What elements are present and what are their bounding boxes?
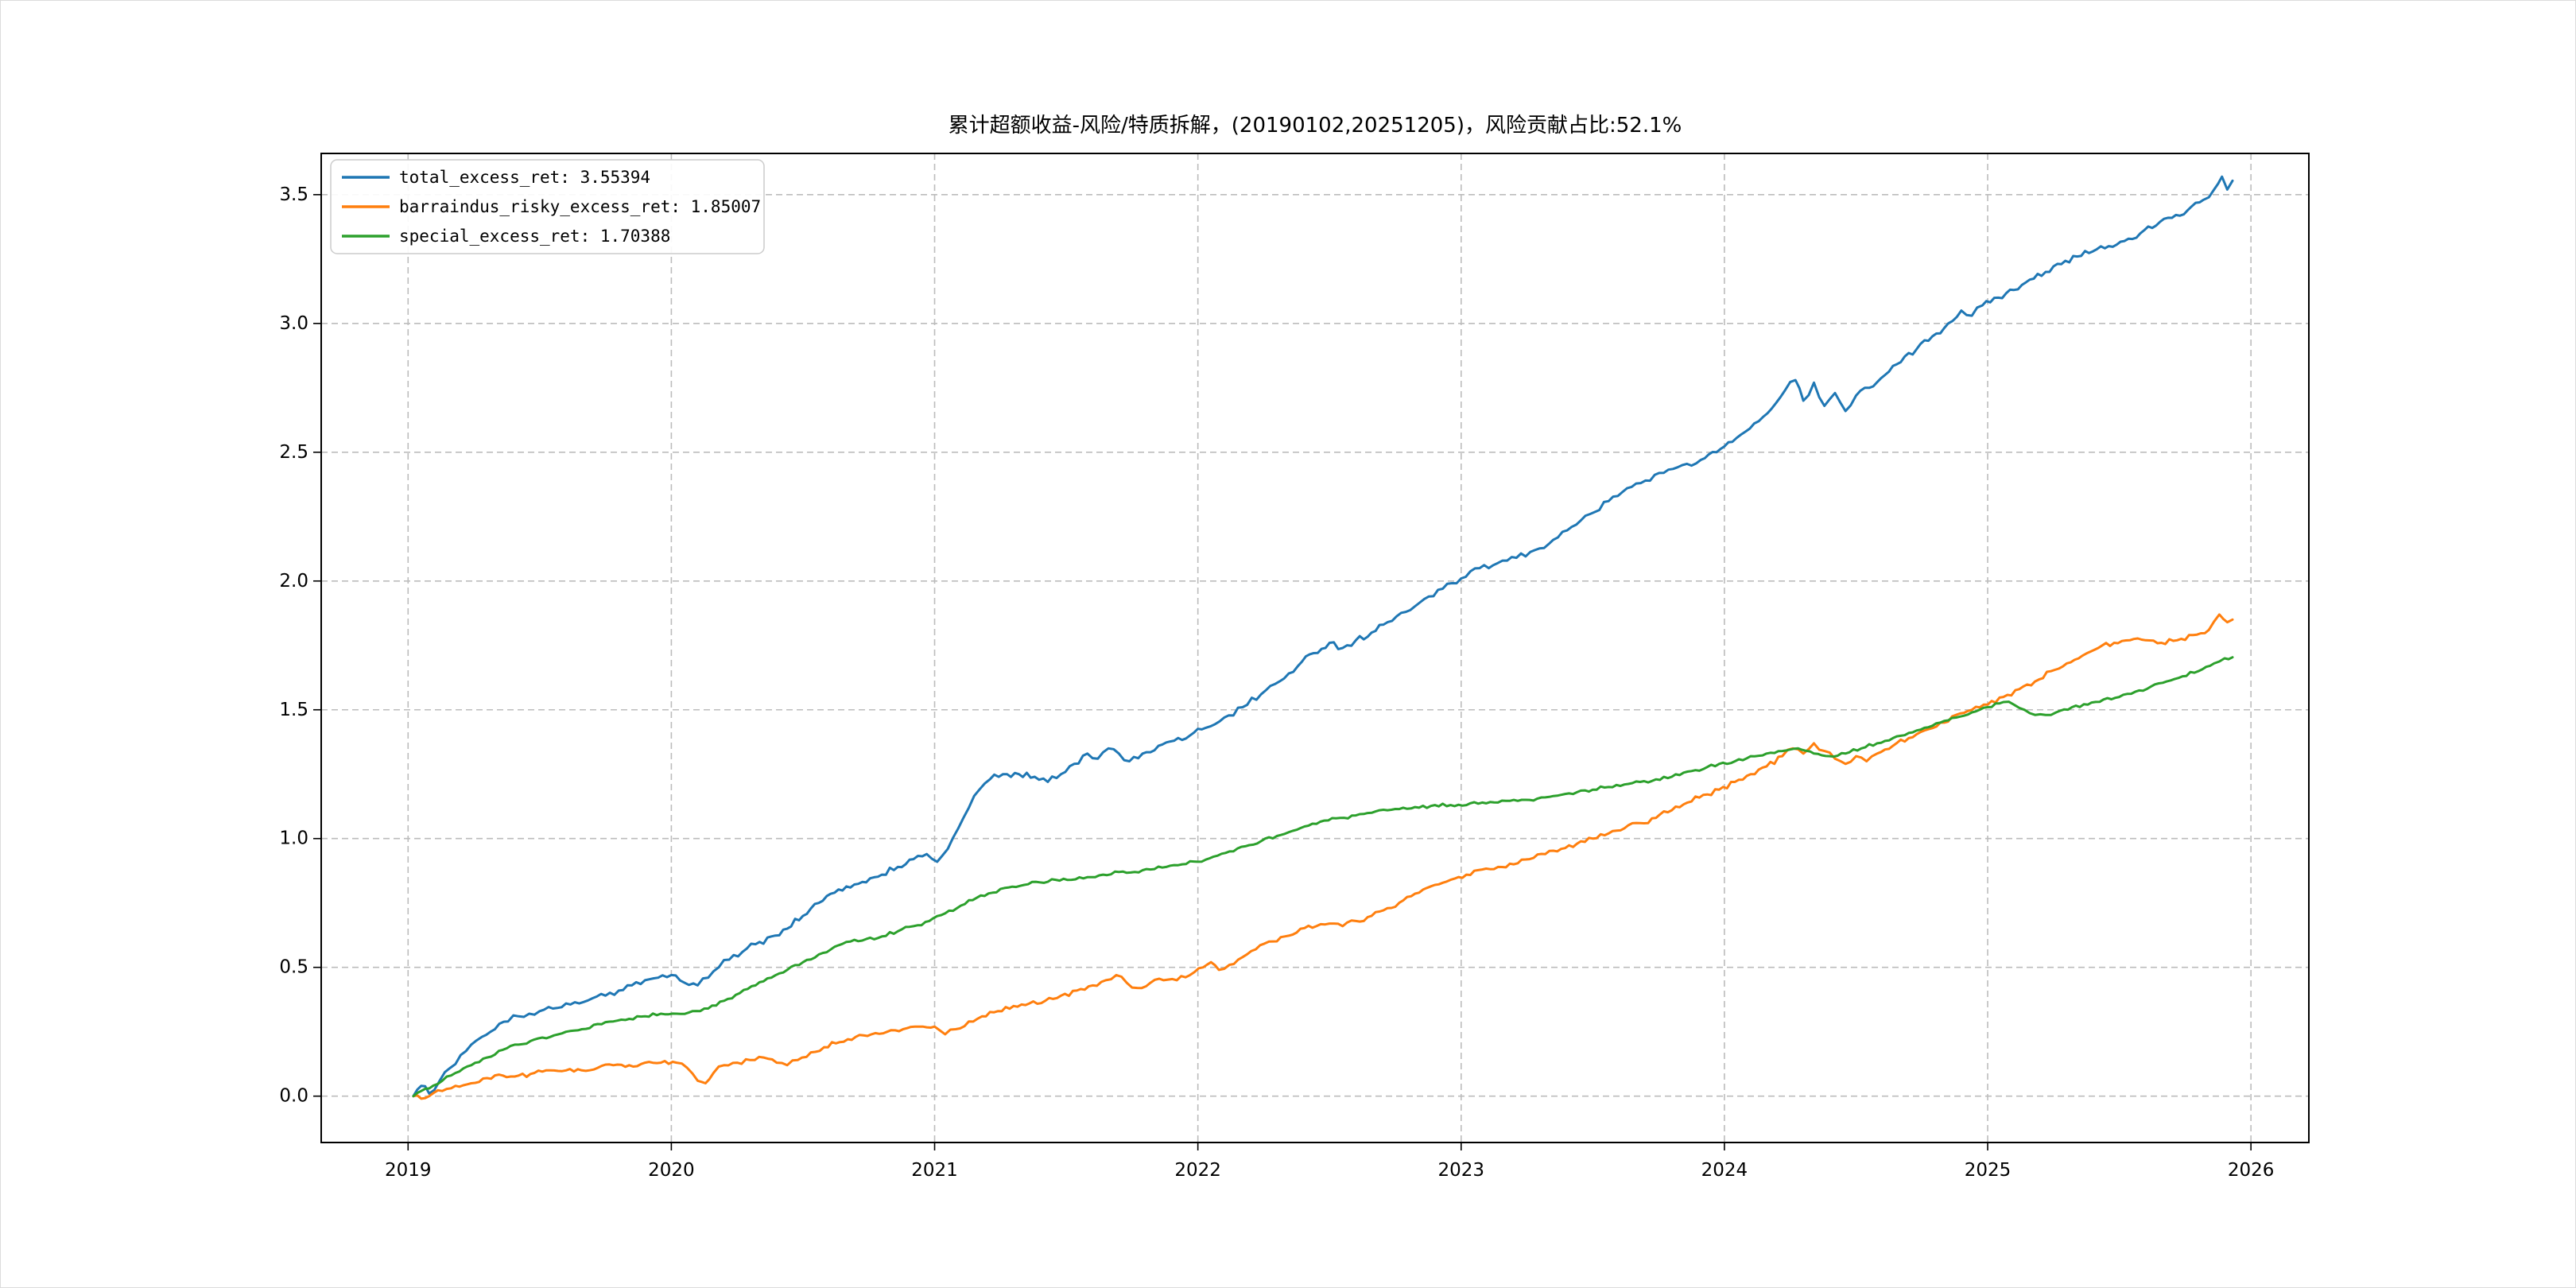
x-tick-label: 2021 — [911, 1160, 958, 1181]
legend: total_excess_ret: 3.55394 barraindus_ris… — [330, 159, 765, 254]
axis-tick-labels: 2019 2020 2021 2022 2023 2024 2025 2026 0.0 0.5 1.… — [279, 184, 2274, 1181]
axes-border — [320, 153, 2310, 1143]
x-tick-label: 2020 — [648, 1160, 695, 1181]
x-tick-label: 2019 — [385, 1160, 432, 1181]
y-tick-label: 0.0 — [279, 1086, 308, 1107]
chart-title: 累计超额收益-风险/特质拆解，(20190102,20251205)，风险贡献占… — [949, 114, 1682, 138]
x-tick-label: 2026 — [2228, 1160, 2275, 1181]
y-tick-label: 2.0 — [279, 571, 308, 592]
y-tick-label: 0.5 — [279, 957, 308, 978]
series-lines — [412, 175, 2234, 1100]
y-tick-label: 1.5 — [279, 700, 308, 720]
x-tick-label: 2022 — [1174, 1160, 1221, 1181]
legend-box — [330, 159, 765, 254]
y-tick-label: 1.0 — [279, 828, 308, 849]
x-tick-label: 2025 — [1965, 1160, 2012, 1181]
y-tick-label: 3.5 — [279, 184, 308, 205]
grid-lines — [321, 153, 2309, 1143]
axis-ticks — [313, 194, 2252, 1150]
series-line-2 — [412, 656, 2234, 1098]
series-line-1 — [412, 613, 2234, 1100]
series-line-0 — [412, 175, 2234, 1098]
y-tick-label: 2.5 — [279, 442, 308, 463]
legend-label-special: special_excess_ret: 1.70388 — [399, 227, 670, 246]
x-tick-label: 2023 — [1438, 1160, 1485, 1181]
legend-label-total: total_excess_ret: 3.55394 — [399, 168, 650, 187]
x-tick-label: 2024 — [1701, 1160, 1748, 1181]
y-tick-label: 3.0 — [279, 313, 308, 334]
legend-label-barraindus: barraindus_risky_excess_ret: 1.85007 — [399, 197, 761, 216]
